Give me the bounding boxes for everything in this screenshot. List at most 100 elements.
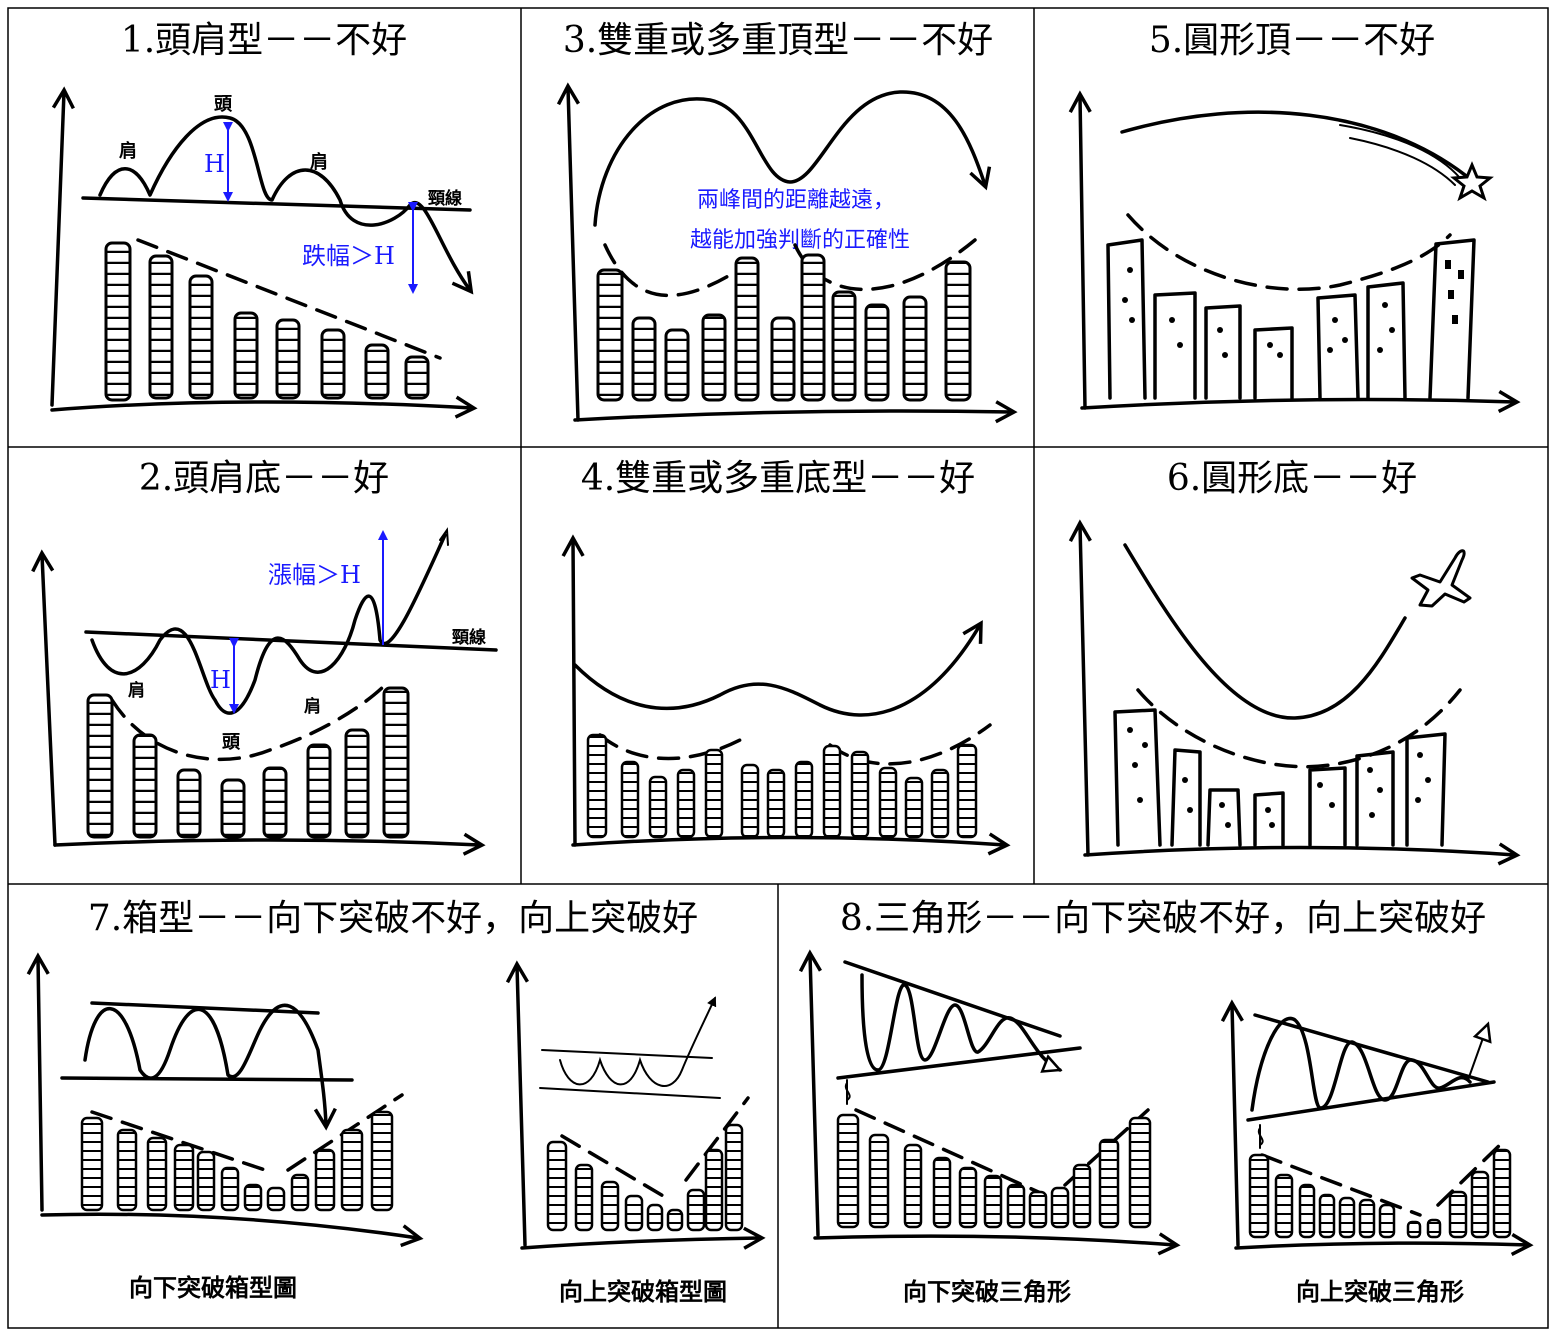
volume-bars bbox=[86, 686, 410, 839]
shoulder-left-label: 肩 bbox=[128, 680, 145, 701]
x-axis bbox=[813, 1232, 1181, 1256]
caption-box-breakout: 向上突破箱型圖 bbox=[559, 1278, 727, 1306]
volume-trendline bbox=[560, 1096, 750, 1202]
dollar-mark bbox=[1257, 1124, 1264, 1149]
note-line-1: 兩峰間的距離越遠， bbox=[697, 188, 895, 213]
triangle-breakdown-chart: 向下突破三角形 bbox=[798, 949, 1181, 1306]
volume-bars bbox=[104, 241, 430, 402]
shoulder-right-label: 肩 bbox=[304, 696, 321, 717]
caption-triangle-breakout: 向上突破三角形 bbox=[1296, 1278, 1464, 1306]
price-line bbox=[573, 620, 983, 717]
volume-trendline bbox=[598, 723, 992, 766]
panel-4-title: 4.雙重或多重底型－－好 bbox=[581, 458, 975, 499]
y-axis bbox=[1068, 90, 1092, 410]
price-line bbox=[593, 90, 992, 227]
volume-bars bbox=[586, 733, 978, 839]
price-line bbox=[559, 996, 717, 1087]
panel-head-and-shoulders-bottom: 2.頭肩底－－好 肩 頭 肩 頸線 H 漲幅＞H bbox=[31, 458, 498, 856]
panel-rounded-top: 5.圓形頂－－不好 bbox=[1068, 20, 1521, 414]
price-line bbox=[90, 533, 447, 715]
volume-bars bbox=[596, 253, 972, 402]
rounded-price-line bbox=[1123, 543, 1407, 720]
volume-trendline bbox=[1126, 213, 1452, 292]
height-label: H bbox=[210, 666, 231, 694]
building-bars bbox=[1106, 238, 1476, 400]
head-label: 頭 bbox=[214, 94, 233, 115]
support-line bbox=[60, 1076, 354, 1082]
building-bars bbox=[1113, 708, 1447, 847]
panel-7-title: 7.箱型－－向下突破不好，向上突破好 bbox=[88, 898, 698, 939]
resistance-line bbox=[541, 1049, 713, 1059]
panel-2-title: 2.頭肩底－－好 bbox=[139, 458, 389, 499]
x-axis bbox=[571, 832, 1011, 856]
neckline-label: 頸線 bbox=[428, 188, 462, 209]
panel-6-title: 6.圓形底－－好 bbox=[1167, 458, 1417, 499]
note-line-2: 越能加強判斷的正確性 bbox=[690, 228, 910, 253]
caption-triangle-breakdown: 向下突破三角形 bbox=[903, 1278, 1071, 1306]
head-label: 頭 bbox=[222, 732, 241, 753]
panel-5-title: 5.圓形頂－－不好 bbox=[1149, 20, 1435, 61]
y-axis bbox=[561, 534, 585, 847]
y-axis bbox=[50, 86, 75, 407]
x-axis bbox=[573, 400, 1018, 424]
volume-bars bbox=[836, 1113, 1152, 1229]
x-axis bbox=[53, 832, 486, 856]
caption-box-breakdown: 向下突破箱型圖 bbox=[129, 1274, 297, 1302]
price-line bbox=[83, 1003, 337, 1131]
lower-trendline bbox=[836, 1046, 1082, 1080]
upper-trendline bbox=[843, 960, 1062, 1038]
y-axis bbox=[1068, 519, 1092, 857]
triangle-breakout-chart: 向上突破三角形 bbox=[1220, 999, 1534, 1306]
panel-rounded-bottom: 6.圓形底－－好 bbox=[1068, 458, 1521, 866]
height-label: H bbox=[204, 150, 225, 178]
shooting-star-trail bbox=[1339, 124, 1461, 186]
panel-double-top: 3.雙重或多重頂型－－不好 兩峰間的距離越遠， 越能加強判斷的正確性 bbox=[556, 20, 1018, 424]
rise-label: 漲幅＞H bbox=[268, 561, 361, 589]
lower-trendline bbox=[1246, 1080, 1496, 1122]
y-axis bbox=[1220, 999, 1244, 1247]
dollar-mark bbox=[844, 1079, 851, 1105]
x-axis bbox=[1080, 389, 1521, 414]
volume-trendline bbox=[1260, 1138, 1507, 1217]
airplane-icon bbox=[1410, 549, 1472, 608]
x-axis bbox=[40, 1212, 424, 1248]
volume-trendline bbox=[1136, 688, 1462, 769]
star-icon bbox=[1450, 161, 1494, 202]
volume-bars bbox=[1248, 1148, 1512, 1239]
volume-trendline bbox=[136, 238, 442, 360]
panel-8-title: 8.三角形－－向下突破不好，向上突破好 bbox=[840, 898, 1486, 939]
panel-head-and-shoulders-top: 1.頭肩型－－不好 肩 頭 肩 頸線 H 跌幅＞H bbox=[50, 20, 478, 419]
volume-bars bbox=[546, 1123, 744, 1232]
panel-3-title: 3.雙重或多重頂型－－不好 bbox=[563, 20, 993, 61]
panel-triangle-pattern: 8.三角形－－向下突破不好，向上突破好 bbox=[798, 898, 1534, 1306]
x-axis bbox=[50, 395, 478, 419]
x-axis bbox=[1234, 1232, 1534, 1257]
volume-bars bbox=[80, 1110, 394, 1212]
x-axis bbox=[1083, 842, 1521, 866]
y-axis bbox=[31, 549, 57, 847]
panel-double-bottom: 4.雙重或多重底型－－好 bbox=[561, 458, 1011, 856]
box-breakdown-chart: 向下突破箱型圖 bbox=[26, 952, 424, 1302]
drop-label: 跌幅＞H bbox=[302, 242, 395, 270]
breakout-arrowhead bbox=[439, 527, 449, 546]
shoulder-right-label: 肩 bbox=[310, 151, 328, 173]
panel-box-pattern: 7.箱型－－向下突破不好，向上突破好 向 bbox=[26, 898, 766, 1306]
y-axis bbox=[26, 952, 50, 1212]
y-axis bbox=[556, 82, 580, 422]
shoulder-left-label: 肩 bbox=[119, 140, 137, 162]
upper-trendline bbox=[1253, 1013, 1490, 1084]
resistance-line bbox=[90, 1001, 320, 1015]
breakout-arrow bbox=[1467, 1021, 1492, 1081]
box-breakout-chart: 向上突破箱型圖 bbox=[505, 960, 766, 1306]
panel-1-title: 1.頭肩型－－不好 bbox=[121, 20, 407, 61]
support-line bbox=[539, 1087, 721, 1099]
neckline bbox=[84, 630, 498, 652]
x-axis bbox=[520, 1226, 766, 1250]
price-line bbox=[1250, 1016, 1472, 1112]
y-axis bbox=[798, 949, 822, 1237]
table-grid bbox=[7, 7, 1549, 1329]
volume-trendline bbox=[110, 683, 387, 762]
neckline-label: 頸線 bbox=[452, 627, 486, 648]
price-line bbox=[860, 973, 1063, 1073]
